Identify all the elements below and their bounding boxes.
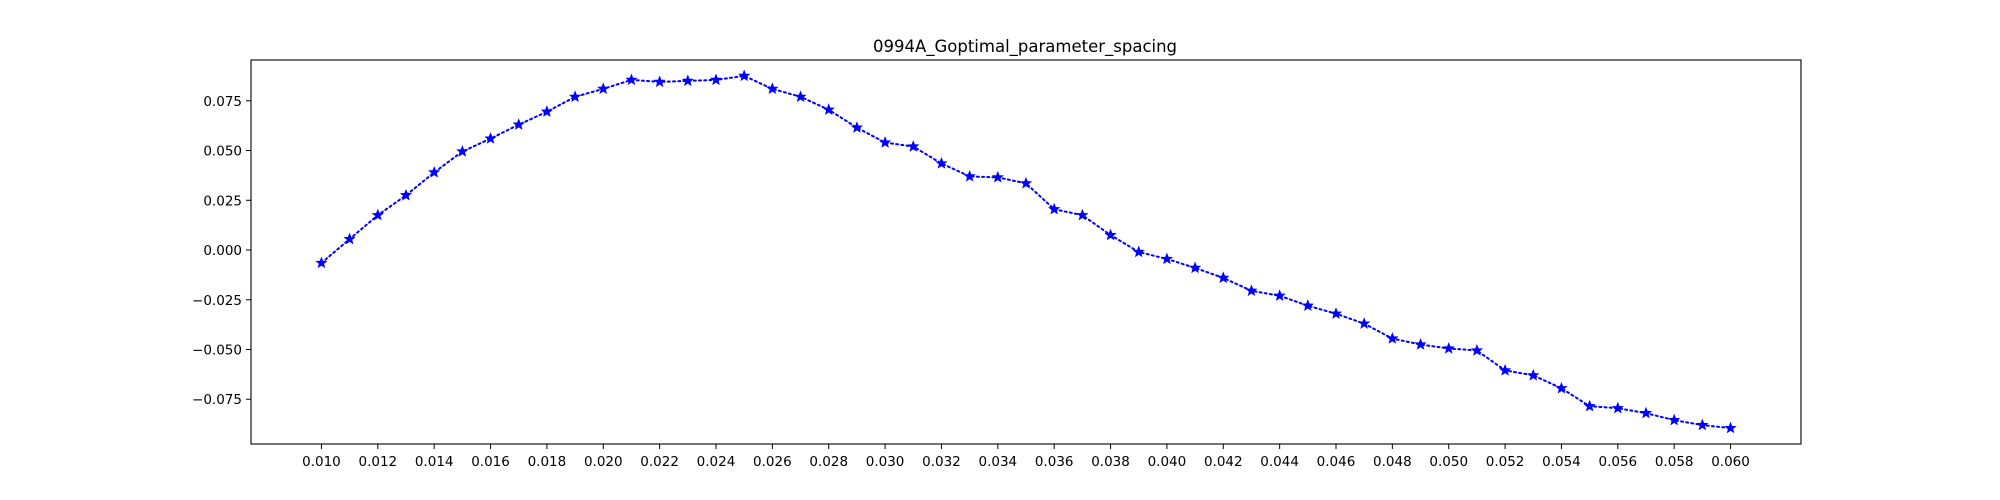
data-point	[343, 232, 356, 245]
data-point	[625, 73, 638, 86]
data-point	[371, 208, 384, 221]
x-tick-label: 0.042	[1204, 454, 1243, 470]
y-tick-label: 0.075	[203, 94, 242, 110]
y-tick-label: 0.025	[203, 193, 242, 209]
x-tick-label: 0.036	[1035, 454, 1074, 470]
data-point	[963, 169, 976, 182]
data-point	[991, 170, 1004, 183]
data-point	[1639, 406, 1653, 419]
data-point	[1132, 245, 1145, 258]
series-layer	[315, 69, 1737, 434]
y-axis: −0.075 −0.050 −0.025 0.000 0.025 0.050 0.075	[192, 94, 251, 408]
data-point	[1048, 202, 1061, 215]
x-tick-label: 0.034	[978, 454, 1017, 470]
x-tick-label: 0.046	[1317, 454, 1356, 470]
data-point	[399, 188, 413, 201]
data-point	[794, 90, 807, 103]
data-point	[878, 136, 892, 148]
x-tick-label: 0.020	[584, 454, 623, 470]
x-tick-label: 0.010	[302, 454, 341, 470]
y-tick-label: −0.075	[192, 392, 242, 408]
x-tick-label: 0.018	[528, 454, 567, 470]
data-point	[653, 75, 666, 88]
data-point	[1386, 332, 1399, 344]
data-point	[1104, 228, 1117, 241]
x-tick-label: 0.058	[1655, 454, 1694, 470]
x-tick-label: 0.022	[640, 454, 679, 470]
data-point	[738, 69, 751, 82]
data-point	[1019, 176, 1033, 189]
y-tick-label: −0.025	[192, 293, 242, 309]
x-tick-label: 0.050	[1429, 454, 1468, 470]
data-point	[512, 118, 525, 130]
data-point	[1668, 413, 1681, 426]
data-point	[1583, 399, 1596, 412]
data-point	[822, 103, 835, 115]
x-tick-label: 0.048	[1373, 454, 1412, 470]
plot-frame	[250, 59, 1802, 445]
data-point	[1470, 344, 1484, 356]
data-point	[484, 132, 497, 144]
data-point	[540, 105, 554, 117]
data-point	[1555, 381, 1568, 394]
data-point	[1076, 208, 1089, 221]
data-point	[1414, 338, 1427, 350]
data-point	[1273, 289, 1286, 301]
data-point	[1217, 271, 1230, 284]
data-point	[907, 140, 920, 152]
data-point	[709, 73, 723, 86]
y-tick-label: 0.050	[203, 144, 242, 160]
x-tick-label: 0.056	[1598, 454, 1637, 470]
x-tick-label: 0.052	[1486, 454, 1525, 470]
x-tick-label: 0.028	[809, 454, 848, 470]
x-axis: 0.010 0.012 0.014 0.016 0.018 0.020 0.022 0.024…	[302, 444, 1750, 470]
y-tick-label: −0.050	[192, 342, 242, 358]
x-tick-label: 0.024	[697, 454, 736, 470]
x-tick-label: 0.032	[922, 454, 961, 470]
data-point	[1160, 252, 1174, 265]
x-tick-label: 0.038	[1091, 454, 1130, 470]
x-tick-label: 0.030	[866, 454, 905, 470]
data-point	[1611, 401, 1624, 414]
x-tick-label: 0.054	[1542, 454, 1581, 470]
data-point	[1527, 368, 1540, 381]
x-tick-label: 0.014	[415, 454, 454, 470]
data-point	[315, 256, 328, 269]
y-tick-label: 0.000	[203, 243, 242, 259]
x-tick-label: 0.040	[1148, 454, 1187, 470]
data-point	[1498, 363, 1512, 376]
x-tick-label: 0.044	[1260, 454, 1299, 470]
chart-title: 0994A_Goptimal_parameter_spacing	[873, 37, 1177, 57]
data-point	[1245, 284, 1258, 297]
data-point	[456, 145, 469, 157]
data-point	[850, 121, 864, 133]
x-tick-label: 0.060	[1711, 454, 1750, 470]
data-point	[1329, 307, 1343, 319]
data-point	[568, 90, 582, 103]
x-tick-label: 0.026	[753, 454, 792, 470]
data-point	[428, 165, 441, 178]
data-point	[1696, 418, 1709, 431]
x-tick-label: 0.012	[358, 454, 397, 470]
x-tick-label: 0.016	[471, 454, 510, 470]
data-point	[597, 82, 610, 95]
data-point	[1301, 299, 1314, 311]
data-point	[1188, 261, 1202, 274]
data-point	[1724, 421, 1737, 434]
data-point	[935, 157, 948, 169]
data-point	[766, 82, 779, 95]
data-point	[1358, 317, 1371, 329]
data-point	[1442, 342, 1455, 354]
data-point	[681, 74, 694, 87]
